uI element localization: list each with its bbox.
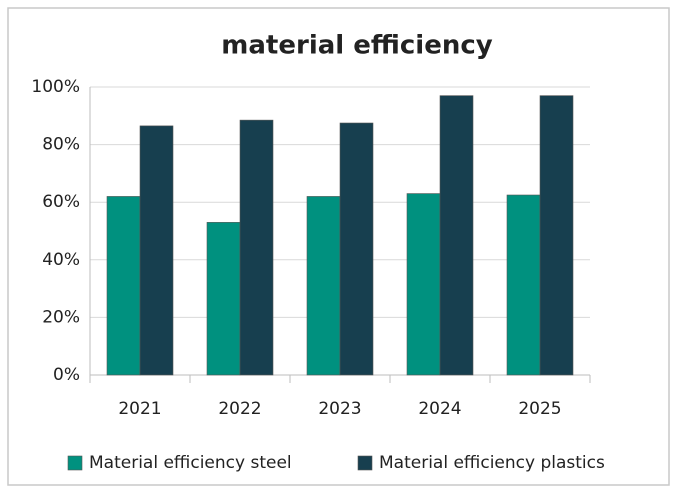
y-tick-label: 20%: [42, 307, 80, 327]
bar: [539, 95, 574, 376]
bar: [339, 122, 374, 376]
y-tick-label: 0%: [53, 365, 80, 385]
y-tick-label: 40%: [42, 250, 80, 270]
bar: [439, 95, 474, 376]
legend-swatch: [67, 455, 83, 471]
bar: [239, 119, 274, 376]
y-tick-label: 100%: [31, 77, 80, 97]
bar: [306, 196, 341, 376]
x-tick-label: 2021: [118, 399, 161, 419]
bar: [506, 194, 541, 376]
x-tick-label: 2023: [318, 399, 361, 419]
x-tick-label: 2024: [418, 399, 461, 419]
bar: [206, 222, 241, 376]
y-tick-label: 80%: [42, 135, 80, 155]
bar: [406, 193, 441, 376]
bar: [139, 125, 174, 376]
legend-label: Material efficiency plastics: [379, 453, 605, 473]
chart-title: material efficiency: [221, 31, 492, 61]
y-tick-label: 60%: [42, 192, 80, 212]
legend-swatch: [357, 455, 373, 471]
legend-label: Material efficiency steel: [89, 453, 292, 473]
bar: [106, 196, 141, 376]
x-tick-label: 2025: [518, 399, 561, 419]
x-tick-label: 2022: [218, 399, 261, 419]
